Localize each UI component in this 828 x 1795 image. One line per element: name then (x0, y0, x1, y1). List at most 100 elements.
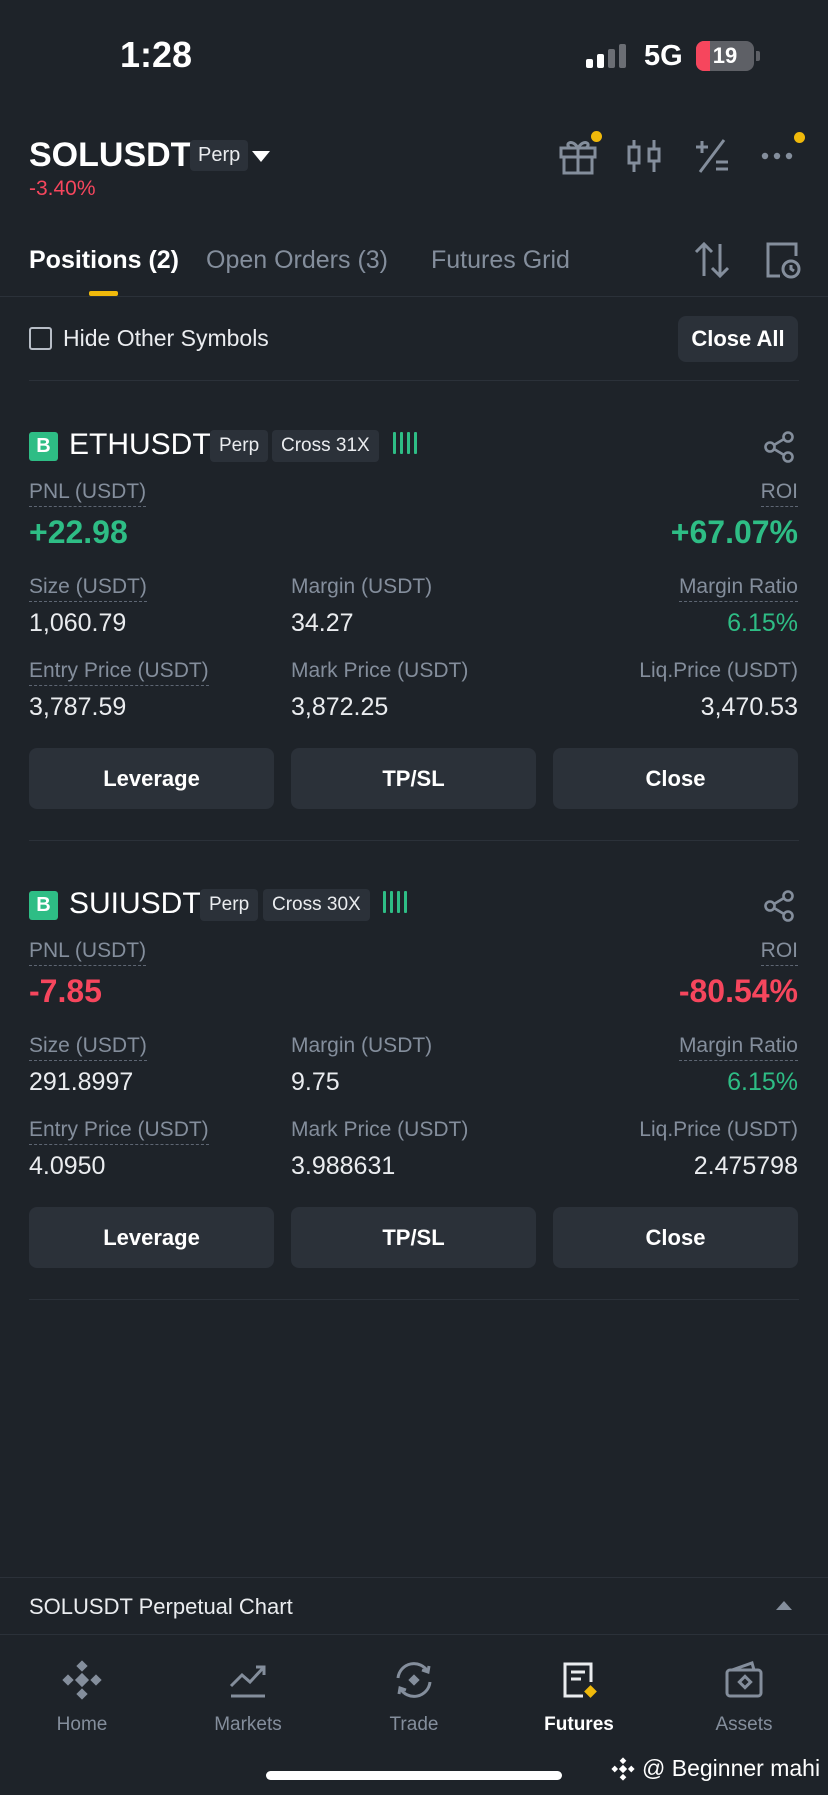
risk-bars-icon (383, 891, 407, 913)
hide-other-symbols-checkbox[interactable] (29, 327, 52, 350)
tpsl-button[interactable]: TP/SL (291, 748, 536, 809)
symbol-selector[interactable]: SOLUSDT (29, 136, 192, 174)
more-icon[interactable] (756, 134, 800, 178)
watermark: @ Beginner mahi (610, 1755, 820, 1782)
nav-label: Assets (715, 1714, 773, 1735)
roi-value: -80.54% (678, 973, 798, 1009)
tab-open-orders[interactable]: Open Orders (3) (206, 246, 389, 274)
leverage-button[interactable]: Leverage (29, 748, 274, 809)
battery-nub (756, 51, 760, 61)
nav-assets[interactable]: Assets (679, 1646, 809, 1736)
signal-icon (586, 44, 626, 68)
size-label: Size (USDT) (29, 575, 147, 602)
nav-label: Trade (389, 1714, 439, 1735)
active-tab-indicator (89, 291, 118, 296)
position-symbol[interactable]: SUIUSDT (69, 887, 201, 920)
side-badge: B (29, 891, 58, 920)
chevron-up-icon[interactable] (776, 1601, 792, 1610)
margin-ratio-label: Margin Ratio (678, 575, 798, 602)
close-position-button[interactable]: Close (553, 748, 798, 809)
candlestick-icon[interactable] (622, 134, 666, 178)
position-card-ethusdt: B ETHUSDT Perp Cross 31X PNL (USDT) +22.… (0, 398, 828, 828)
margin-mode-tag: Cross 31X (272, 430, 379, 462)
position-divider (29, 1299, 799, 1300)
roi-value: +67.07% (670, 514, 798, 550)
watermark-text: @ Beginner mahi (642, 1755, 821, 1781)
nav-label: Home (56, 1714, 108, 1735)
side-badge: B (29, 432, 58, 461)
chart-strip-divider (0, 1577, 828, 1578)
home-icon (62, 1660, 102, 1700)
assets-icon (725, 1661, 763, 1698)
battery-level: 19 (712, 43, 738, 68)
bottom-nav: Home Markets Trade Futures Assets (0, 1636, 828, 1795)
mark-price-value: 3.988631 (291, 1152, 396, 1180)
tab-positions[interactable]: Positions (2) (29, 246, 180, 274)
trade-icon (396, 1662, 432, 1698)
nav-label: Markets (214, 1714, 282, 1735)
roi-label: ROI (760, 480, 798, 507)
mark-price-label: Mark Price (USDT) (291, 659, 469, 682)
history-icon[interactable] (760, 238, 804, 282)
network-label: 5G (644, 40, 683, 72)
chevron-down-icon[interactable] (252, 151, 270, 162)
margin-value: 34.27 (291, 609, 354, 637)
tab-futures-grid[interactable]: Futures Grid (431, 246, 570, 274)
position-card-suiusdt: B SUIUSDT Perp Cross 30X PNL (USDT) -7.8… (0, 857, 828, 1287)
entry-price-label: Entry Price (USDT) (29, 1118, 209, 1145)
margin-label: Margin (USDT) (291, 575, 433, 598)
nav-divider (0, 1634, 828, 1635)
nav-label: Futures (544, 1714, 614, 1735)
size-label: Size (USDT) (29, 1034, 147, 1061)
entry-price-value: 3,787.59 (29, 693, 127, 721)
share-icon[interactable] (762, 889, 796, 923)
margin-ratio-label: Margin Ratio (678, 1034, 798, 1061)
close-all-button[interactable]: Close All (678, 316, 798, 362)
size-value: 291.8997 (29, 1068, 134, 1096)
liq-price-label: Liq.Price (USDT) (639, 659, 798, 682)
leverage-button[interactable]: Leverage (29, 1207, 274, 1268)
entry-price-label: Entry Price (USDT) (29, 659, 209, 686)
status-time: 1:28 (120, 34, 193, 75)
home-indicator[interactable] (266, 1771, 562, 1780)
price-change: -3.40% (29, 177, 96, 200)
gift-icon[interactable] (556, 134, 600, 178)
nav-markets[interactable]: Markets (183, 1646, 313, 1736)
risk-bars-icon (393, 432, 417, 454)
pnl-label: PNL (USDT) (29, 480, 147, 507)
roi-label: ROI (760, 939, 798, 966)
gift-notification-dot (591, 131, 602, 142)
size-value: 1,060.79 (29, 609, 127, 637)
margin-label: Margin (USDT) (291, 1034, 433, 1057)
contract-tag: Perp (190, 140, 249, 171)
position-symbol[interactable]: ETHUSDT (69, 428, 211, 461)
calculator-icon[interactable] (690, 134, 734, 178)
sort-icon[interactable] (690, 238, 734, 282)
liq-price-value: 3,470.53 (700, 693, 798, 721)
futures-icon (563, 1662, 597, 1698)
tabs-divider (0, 296, 828, 297)
pnl-label: PNL (USDT) (29, 939, 147, 966)
position-divider (29, 840, 799, 841)
battery-icon: 19 (696, 41, 754, 71)
more-notification-dot (794, 132, 805, 143)
binance-logo-icon (611, 1756, 635, 1781)
pnl-value: -7.85 (29, 973, 102, 1009)
nav-trade[interactable]: Trade (349, 1646, 479, 1736)
nav-home[interactable]: Home (17, 1646, 147, 1736)
markets-icon (229, 1665, 266, 1698)
close-position-button[interactable]: Close (553, 1207, 798, 1268)
pnl-value: +22.98 (29, 514, 128, 550)
type-tag: Perp (200, 889, 259, 921)
mark-price-value: 3,872.25 (291, 693, 389, 721)
chart-strip-label[interactable]: SOLUSDT Perpetual Chart (29, 1594, 293, 1619)
nav-futures[interactable]: Futures (514, 1646, 644, 1736)
tpsl-button[interactable]: TP/SL (291, 1207, 536, 1268)
liq-price-value: 2.475798 (693, 1152, 798, 1180)
mark-price-label: Mark Price (USDT) (291, 1118, 469, 1141)
share-icon[interactable] (762, 430, 796, 464)
entry-price-value: 4.0950 (29, 1152, 106, 1180)
margin-ratio-value: 6.15% (727, 1068, 798, 1096)
margin-mode-tag: Cross 30X (263, 889, 370, 921)
hide-other-symbols-label[interactable]: Hide Other Symbols (63, 325, 269, 351)
